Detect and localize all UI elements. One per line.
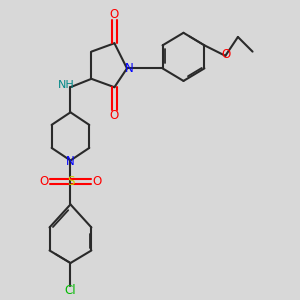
Text: O: O	[93, 175, 102, 188]
Text: NH: NH	[58, 80, 74, 90]
Text: O: O	[110, 8, 119, 22]
Text: O: O	[222, 48, 231, 61]
Text: N: N	[66, 155, 75, 168]
Text: O: O	[110, 109, 119, 122]
Text: S: S	[67, 175, 74, 188]
Text: N: N	[125, 62, 134, 75]
Text: O: O	[39, 175, 48, 188]
Text: Cl: Cl	[64, 284, 76, 297]
